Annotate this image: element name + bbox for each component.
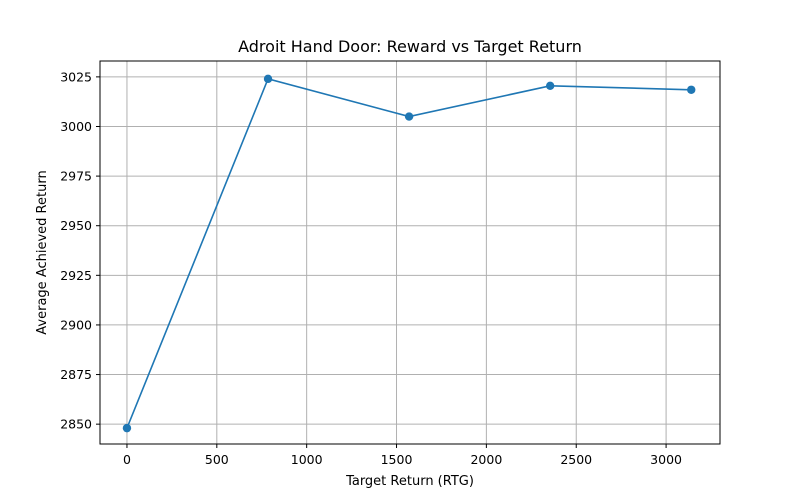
x-tick-label: 2000: [470, 452, 502, 467]
x-tick-label: 500: [205, 452, 229, 467]
y-tick-label: 2975: [60, 169, 92, 184]
axis-ticks: 0 500 1000 1500 2000 2500 3000 2850 2875 2900 2925…: [60, 69, 682, 467]
y-axis-label: Average Achieved Return: [35, 170, 50, 334]
chart-title: Adroit Hand Door: Reward vs Target Retur…: [238, 37, 582, 56]
y-tick-label: 2875: [60, 367, 92, 382]
y-tick-label: 2950: [60, 218, 92, 233]
y-tick-label: 2850: [60, 417, 92, 432]
data-point: [263, 74, 273, 84]
series-line: [126, 77, 692, 429]
y-tick-label: 3025: [60, 69, 92, 84]
y-tick-label: 2925: [60, 268, 92, 283]
x-tick-label: 3000: [650, 452, 682, 467]
y-tick-label: 2900: [60, 317, 92, 332]
plot-frame: [99, 60, 721, 445]
x-tick-label: 0: [123, 452, 131, 467]
data-point: [687, 85, 696, 94]
y-tick-label: 3000: [60, 119, 92, 134]
data-point: [545, 81, 555, 91]
data-point: [122, 423, 132, 433]
data-point: [404, 112, 414, 121]
x-tick-label: 2500: [560, 452, 592, 467]
grid-lines: [100, 61, 720, 444]
data-series: [122, 74, 696, 433]
x-tick-label: 1500: [381, 452, 413, 467]
x-tick-label: 1000: [291, 452, 323, 467]
x-axis-label: Target Return (RTG): [345, 474, 474, 489]
